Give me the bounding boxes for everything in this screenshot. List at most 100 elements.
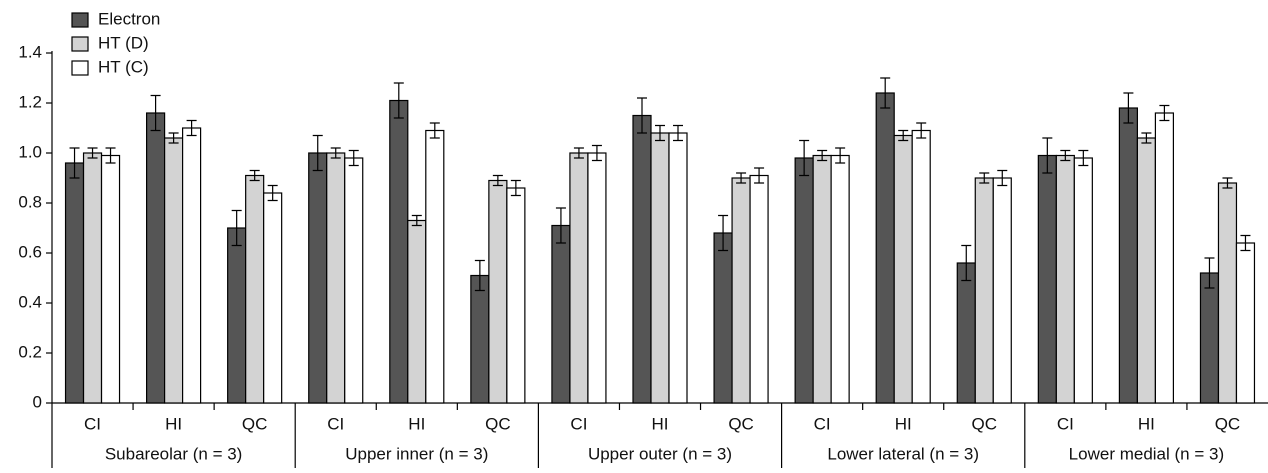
- error-bar: [492, 174, 503, 187]
- bar: [1073, 157, 1093, 404]
- error-bar: [348, 149, 359, 167]
- bar: [731, 177, 751, 404]
- bar: [569, 152, 589, 404]
- y-tick-label: 1.4: [18, 42, 42, 61]
- group-label: Upper outer (n = 3): [588, 444, 732, 463]
- bar: [1199, 272, 1220, 404]
- group-label: Subareolar (n = 3): [105, 444, 243, 463]
- legend-label: HT (D): [98, 33, 149, 52]
- bar: [911, 129, 931, 404]
- bar: [407, 219, 427, 404]
- x-tick-label: QC: [242, 414, 268, 433]
- error-bar: [555, 207, 566, 244]
- bar: [749, 174, 769, 404]
- error-bar: [754, 167, 765, 184]
- error-bar: [1159, 104, 1170, 122]
- x-tick-label: QC: [485, 414, 511, 433]
- x-tick-label: CI: [327, 414, 344, 433]
- error-bar: [186, 119, 197, 137]
- error-bar: [87, 147, 98, 159]
- error-bar: [69, 147, 80, 179]
- bar: [1055, 154, 1075, 404]
- legend-label: HT (C): [98, 57, 149, 76]
- error-bar: [1222, 177, 1233, 189]
- bar: [326, 152, 346, 404]
- error-bar: [1204, 257, 1215, 289]
- bar: [668, 132, 688, 404]
- bar: [470, 274, 490, 404]
- error-bar: [961, 244, 972, 282]
- error-bar: [736, 172, 747, 184]
- error-bar: [312, 134, 323, 172]
- bar: [227, 227, 247, 404]
- error-bar: [168, 132, 179, 144]
- error-bar: [393, 82, 404, 119]
- bar: [308, 152, 328, 404]
- bar: [650, 132, 670, 404]
- error-bar: [916, 122, 927, 139]
- x-tick-label: HI: [165, 414, 182, 433]
- error-bar: [231, 209, 242, 247]
- legend-swatch: [71, 36, 89, 52]
- bar: [587, 152, 607, 404]
- error-bar: [1042, 137, 1053, 174]
- error-bar: [1078, 149, 1089, 167]
- error-bar: [718, 214, 729, 252]
- bar: [875, 92, 895, 404]
- x-tick-label: QC: [972, 414, 998, 433]
- group-label: Lower lateral (n = 3): [827, 444, 979, 463]
- error-bar: [835, 147, 846, 164]
- bar: [100, 154, 121, 404]
- error-bar: [1141, 132, 1152, 144]
- y-tick-label: 0.2: [18, 342, 42, 361]
- bar: [245, 174, 265, 404]
- error-bar: [1123, 92, 1134, 124]
- error-bar: [510, 179, 521, 197]
- bar: [794, 157, 814, 404]
- x-tick-label: CI: [1057, 414, 1074, 433]
- bar: [506, 187, 526, 404]
- y-tick-label: 0.8: [18, 192, 42, 211]
- x-tick-label: CI: [84, 414, 101, 433]
- error-bar: [267, 184, 278, 202]
- error-bar: [880, 77, 891, 109]
- bar: [812, 154, 832, 404]
- bar: [146, 112, 166, 404]
- bar: [1154, 112, 1175, 404]
- bar: [344, 157, 364, 404]
- error-bar: [799, 139, 810, 177]
- group-label: Lower medial (n = 3): [1069, 444, 1224, 463]
- error-bar: [150, 94, 161, 132]
- bar: [488, 179, 508, 404]
- bar: [1136, 137, 1157, 404]
- bar: [992, 177, 1012, 404]
- error-bar: [1240, 234, 1251, 252]
- x-tick-label: HI: [1138, 414, 1155, 433]
- y-tick-label: 0.4: [18, 292, 42, 311]
- bar: [425, 129, 445, 404]
- error-bar: [979, 172, 990, 184]
- error-bar: [249, 169, 260, 182]
- y-tick-label: 1.0: [18, 142, 42, 161]
- x-tick-label: QC: [728, 414, 754, 433]
- legend-swatch: [71, 12, 89, 28]
- group-label: Upper inner (n = 3): [345, 444, 488, 463]
- error-bar: [474, 259, 485, 292]
- legend-swatch: [71, 60, 89, 76]
- x-tick-label: CI: [814, 414, 831, 433]
- bar: [263, 192, 283, 404]
- error-bar: [817, 149, 828, 162]
- bar: [1118, 107, 1139, 404]
- error-bar: [591, 144, 602, 162]
- y-tick-label: 0: [33, 392, 42, 411]
- error-bar: [637, 97, 647, 134]
- bar: [82, 152, 103, 404]
- bar: [1037, 154, 1057, 404]
- y-tick-label: 1.2: [18, 92, 42, 111]
- x-tick-label: HI: [408, 414, 425, 433]
- x-tick-label: HI: [895, 414, 912, 433]
- bar: [713, 232, 733, 404]
- bar: [551, 224, 571, 404]
- bar: [389, 99, 409, 404]
- bar: [956, 262, 976, 404]
